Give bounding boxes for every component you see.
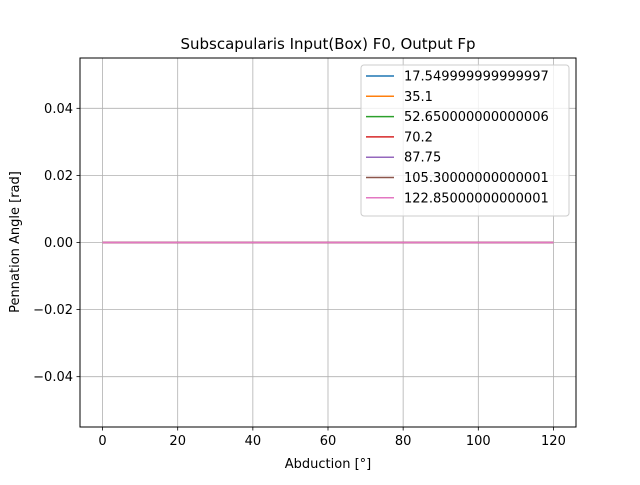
x-tick-label: 60 — [320, 434, 337, 449]
x-tick-label: 0 — [98, 434, 106, 449]
y-tick-label: 0.00 — [44, 236, 73, 251]
legend-label: 70.2 — [404, 130, 433, 145]
y-tick-label: 0.04 — [44, 102, 73, 117]
x-tick-label: 20 — [169, 434, 186, 449]
y-axis-label: Pennation Angle [rad] — [8, 171, 23, 313]
legend-label: 52.650000000000006 — [404, 110, 549, 125]
y-tick-label: 0.02 — [44, 169, 73, 184]
legend-label: 105.30000000000001 — [404, 171, 549, 186]
x-tick-label: 100 — [466, 434, 491, 449]
y-tick-label: −0.04 — [33, 370, 73, 385]
legend-label: 87.75 — [404, 151, 441, 166]
legend-label: 17.549999999999997 — [404, 70, 549, 85]
legend-entries: 17.549999999999997 35.1 52.650000000000006… — [366, 70, 549, 206]
x-axis-label: Abduction [°] — [285, 457, 371, 472]
x-tick-label: 40 — [245, 434, 262, 449]
legend: 17.549999999999997 35.1 52.650000000000006… — [360, 64, 570, 217]
x-tick-label: 120 — [541, 434, 566, 449]
y-tick-label: −0.02 — [33, 303, 73, 318]
axis-ticks: 0 20 40 60 80 100 120 −0.04 −0.02 0.00 0.02 0.04 — [33, 102, 566, 449]
legend-label: 122.85000000000001 — [404, 191, 549, 206]
legend-label: 35.1 — [404, 90, 433, 105]
x-tick-label: 80 — [395, 434, 412, 449]
chart-title: Subscapularis Input(Box) F0, Output Fp — [180, 35, 475, 53]
legend-box — [360, 64, 570, 217]
